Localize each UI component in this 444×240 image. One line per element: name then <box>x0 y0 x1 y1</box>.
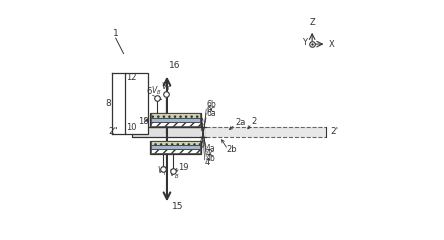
Text: $V_T''$: $V_T''$ <box>157 165 167 178</box>
Bar <box>151 141 200 145</box>
Text: 4b: 4b <box>206 154 216 163</box>
Text: 8: 8 <box>106 99 111 108</box>
Text: 10: 10 <box>126 123 136 132</box>
Text: 2': 2' <box>330 127 338 136</box>
Bar <box>125 72 148 134</box>
Text: 6a: 6a <box>206 109 216 119</box>
Bar <box>151 122 200 126</box>
Text: 15: 15 <box>172 202 184 211</box>
Bar <box>132 127 206 137</box>
Bar <box>151 149 200 153</box>
Text: 16: 16 <box>169 61 180 70</box>
Text: X: X <box>329 40 334 48</box>
Bar <box>151 113 200 118</box>
Text: Z: Z <box>309 18 315 27</box>
Text: 4: 4 <box>204 158 210 167</box>
Text: 12: 12 <box>126 73 136 82</box>
Bar <box>151 145 200 149</box>
Text: 2a: 2a <box>235 118 246 127</box>
Bar <box>151 118 200 122</box>
Text: 19: 19 <box>178 163 189 172</box>
Text: 6c: 6c <box>206 105 215 114</box>
Text: 6b: 6b <box>206 100 216 109</box>
Text: 2": 2" <box>108 127 118 136</box>
Bar <box>150 141 201 154</box>
Text: 2: 2 <box>252 117 257 126</box>
Text: 1: 1 <box>113 29 119 38</box>
Text: $V_B''$: $V_B''$ <box>169 167 179 181</box>
Text: Y: Y <box>302 38 307 48</box>
Text: 6: 6 <box>147 87 152 96</box>
Text: $V_T$: $V_T$ <box>161 81 172 93</box>
Text: 4a: 4a <box>206 144 216 153</box>
Bar <box>206 127 326 137</box>
Text: $V_B$: $V_B$ <box>151 84 162 97</box>
Text: 4c: 4c <box>206 149 215 158</box>
Text: 2b: 2b <box>227 145 238 154</box>
Text: 18: 18 <box>139 117 149 126</box>
Bar <box>150 113 201 127</box>
